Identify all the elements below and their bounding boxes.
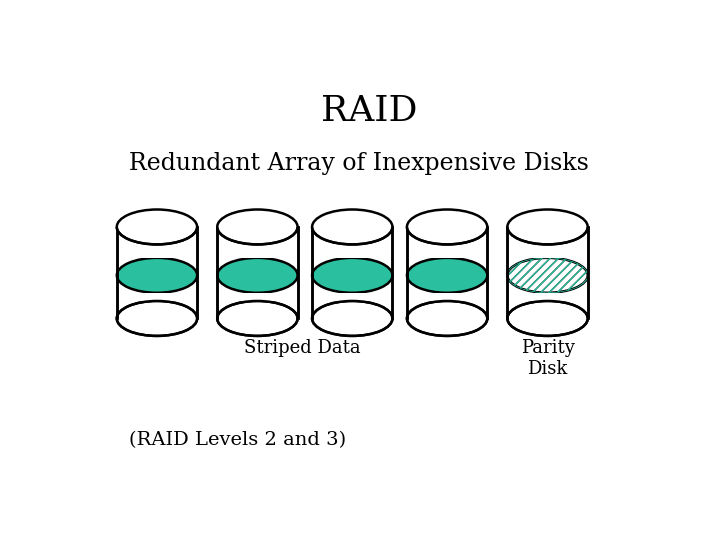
Text: RAID: RAID	[320, 94, 418, 128]
FancyBboxPatch shape	[407, 227, 487, 319]
FancyBboxPatch shape	[217, 293, 297, 301]
Ellipse shape	[117, 210, 197, 245]
Ellipse shape	[312, 210, 392, 245]
Ellipse shape	[117, 301, 197, 336]
Ellipse shape	[217, 210, 297, 245]
Text: Striped Data: Striped Data	[244, 339, 360, 357]
Ellipse shape	[117, 258, 197, 293]
FancyBboxPatch shape	[117, 227, 197, 258]
FancyBboxPatch shape	[407, 293, 487, 301]
FancyBboxPatch shape	[117, 293, 197, 301]
FancyBboxPatch shape	[312, 293, 392, 301]
FancyBboxPatch shape	[508, 227, 588, 258]
Ellipse shape	[312, 301, 392, 336]
Ellipse shape	[508, 301, 588, 336]
FancyBboxPatch shape	[217, 227, 297, 258]
Ellipse shape	[217, 258, 297, 293]
FancyBboxPatch shape	[407, 227, 487, 258]
Ellipse shape	[407, 258, 487, 293]
Text: Redundant Array of Inexpensive Disks: Redundant Array of Inexpensive Disks	[129, 152, 589, 175]
FancyBboxPatch shape	[312, 227, 392, 258]
Ellipse shape	[508, 210, 588, 245]
Ellipse shape	[407, 301, 487, 336]
Ellipse shape	[407, 210, 487, 245]
Ellipse shape	[217, 301, 297, 336]
Text: (RAID Levels 2 and 3): (RAID Levels 2 and 3)	[129, 431, 346, 449]
FancyBboxPatch shape	[117, 227, 197, 319]
Ellipse shape	[312, 258, 392, 293]
FancyBboxPatch shape	[312, 227, 392, 319]
Ellipse shape	[508, 258, 588, 293]
FancyBboxPatch shape	[508, 227, 588, 319]
FancyBboxPatch shape	[508, 293, 588, 301]
FancyBboxPatch shape	[217, 227, 297, 319]
Text: Parity
Disk: Parity Disk	[521, 339, 575, 378]
